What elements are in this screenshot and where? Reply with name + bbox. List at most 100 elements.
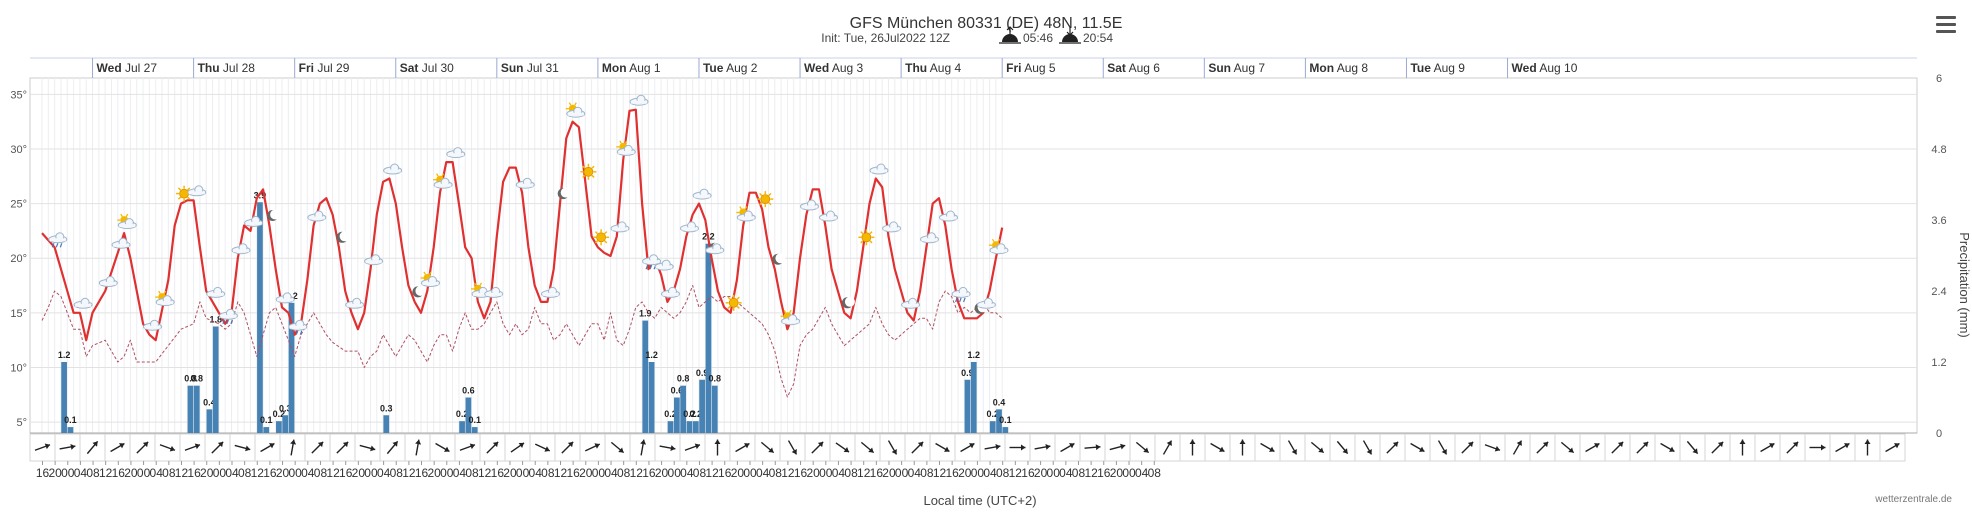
precip-bar — [459, 421, 465, 433]
hour-label: 08 — [1072, 466, 1086, 480]
wind-arrow-icon — [1461, 441, 1474, 454]
precip-bar — [970, 362, 977, 433]
hour-label: 20 — [503, 466, 517, 480]
wind-arrow-icon — [1760, 442, 1775, 453]
wind-arrow-icon — [610, 441, 625, 454]
hour-label: 00 — [971, 466, 985, 480]
hour-label: 16 — [112, 466, 126, 480]
cloud-icon — [629, 94, 649, 106]
right-tick-label: 1.2 — [1931, 357, 1946, 369]
wind-arrow-icon — [311, 441, 324, 454]
hour-label: 20 — [958, 466, 972, 480]
day-label: Mon Aug 1 — [602, 61, 661, 75]
cloud-icon — [446, 147, 466, 159]
cloud-icon — [920, 232, 939, 244]
hour-label: 00 — [819, 466, 833, 480]
day-label: Sun Jul 31 — [501, 61, 559, 75]
hour-label: 00 — [1047, 466, 1061, 480]
hour-label: 00 — [137, 466, 151, 480]
hour-label: 20 — [579, 466, 593, 480]
hour-label: 12 — [1084, 466, 1098, 480]
day-label: Fri Jul 29 — [299, 61, 350, 75]
sun-icon — [858, 229, 875, 246]
cloud-icon — [680, 221, 699, 233]
hour-label: 04 — [1135, 466, 1149, 480]
precip-bars: 1.20.10.80.80.41.83.90.10.20.32.20.30.20… — [58, 190, 1012, 433]
cloud-icon — [73, 297, 93, 309]
precip-label: 0.1 — [999, 415, 1012, 425]
precip-label: 0.9 — [961, 368, 974, 378]
hour-label: 16 — [945, 466, 959, 480]
hour-label: 20 — [655, 466, 669, 480]
wind-arrow-icon — [1512, 440, 1523, 455]
moon-icon — [267, 209, 281, 221]
rain-icon — [218, 308, 238, 325]
wind-arrow-icon — [911, 441, 924, 454]
moon-icon — [841, 296, 855, 309]
left-tick-label: 20° — [10, 253, 27, 265]
hamburger-menu-icon[interactable] — [1936, 16, 1956, 34]
wind-arrow-icon — [211, 441, 224, 454]
subtitle-row: Init: Tue, 26Jul2022 12Z 05:46 20:54 — [821, 26, 1113, 45]
hour-label: 00 — [743, 466, 757, 480]
cloud-icon — [869, 163, 889, 175]
precip-bar — [282, 415, 289, 433]
init-text: Init: Tue, 26Jul2022 12Z — [821, 31, 950, 45]
day-label: Mon Aug 8 — [1309, 61, 1368, 75]
hour-label: 00 — [440, 466, 454, 480]
hour-label: 00 — [895, 466, 909, 480]
wind-arrow-icon — [984, 443, 1001, 450]
wind-arrow-icon — [835, 442, 850, 453]
precip-label: 1.2 — [967, 350, 980, 360]
precip-bar — [61, 362, 67, 433]
precip-label: 0.2 — [690, 409, 703, 419]
wind-arrow-icon — [510, 442, 525, 453]
wind-arrow-icon — [1560, 441, 1575, 454]
precip-label: 0.8 — [709, 374, 722, 384]
precip-bar — [674, 397, 680, 433]
cloud-icon — [244, 215, 264, 227]
hour-label: 20 — [124, 466, 138, 480]
hour-label: 08 — [541, 466, 555, 480]
wind-arrow-icon — [684, 443, 701, 451]
precip-bar — [288, 302, 295, 433]
wind-arrow-icon — [1686, 440, 1699, 455]
wind-arrow-icon — [290, 439, 297, 456]
wind-arrow-icon — [1336, 440, 1349, 455]
precip-label: 0.2 — [683, 409, 696, 419]
rain-icon — [951, 286, 971, 303]
hour-label: 08 — [617, 466, 631, 480]
cloud-icon — [345, 297, 365, 309]
hour-label: 16 — [642, 466, 656, 480]
hour-label: 04 — [680, 466, 694, 480]
wind-arrow-icon — [1239, 439, 1246, 456]
right-tick-label: 2.4 — [1931, 286, 1946, 298]
hour-label: 04 — [529, 466, 543, 480]
hour-label: 04 — [604, 466, 618, 480]
day-label: Thu Aug 4 — [905, 61, 961, 75]
hour-label: 12 — [99, 466, 113, 480]
precip-bar — [471, 427, 478, 433]
wind-arrow-icon — [234, 444, 251, 452]
day-label: Wed Aug 3 — [804, 61, 863, 75]
wind-arrow-icon — [714, 439, 721, 456]
wind-arrow-icon — [1786, 441, 1799, 454]
wind-arrow-icon — [1060, 442, 1075, 453]
precip-label: 0.2 — [664, 409, 677, 419]
wind-arrow-icon — [1410, 442, 1425, 453]
precip-label: 0.6 — [671, 386, 684, 396]
wind-arrow-icon — [1585, 442, 1600, 453]
hour-label: 08 — [314, 466, 328, 480]
hour-label: 04 — [908, 466, 922, 480]
left-tick-label: 30° — [10, 144, 27, 156]
hour-label: 04 — [150, 466, 164, 480]
wind-cell — [1179, 433, 1206, 462]
precip-bar — [67, 427, 74, 433]
wind-arrow-icon — [735, 442, 750, 453]
precip-label: 1.2 — [58, 350, 71, 360]
wind-arrow-icon — [486, 441, 499, 454]
precip-label: 0.1 — [260, 415, 273, 425]
precip-label: 0.8 — [677, 374, 690, 384]
wind-arrow-icon — [1739, 439, 1746, 456]
hour-label: 04 — [453, 466, 467, 480]
